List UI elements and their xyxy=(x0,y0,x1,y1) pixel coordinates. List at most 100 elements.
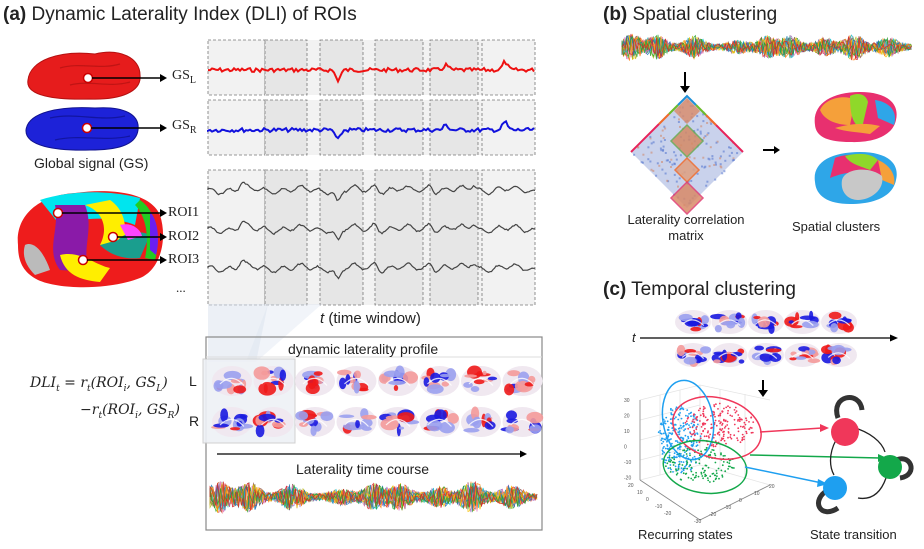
scatter-point xyxy=(661,453,664,455)
scatter-point xyxy=(741,436,744,439)
laterality-brain-map xyxy=(675,343,712,367)
scatter-point xyxy=(690,460,693,463)
scatter-point xyxy=(741,418,743,421)
scatter-point xyxy=(750,427,753,429)
scatter-point xyxy=(702,408,705,411)
scatter-point xyxy=(716,475,718,477)
scatter-point xyxy=(714,474,717,477)
f1a: DLI xyxy=(30,375,57,391)
f2e: , GS xyxy=(137,402,168,418)
matrix-cell xyxy=(696,115,699,118)
time-window-grid xyxy=(207,39,536,306)
scatter-point xyxy=(682,469,685,472)
laterality-brain-map xyxy=(461,406,501,437)
matrix-cell xyxy=(649,137,652,140)
scatter-point xyxy=(680,461,683,463)
laterality-brain-map xyxy=(419,366,460,396)
scatter-point xyxy=(718,477,720,480)
matrix-cell xyxy=(702,120,705,123)
scatter-point xyxy=(683,467,685,470)
scatter-point xyxy=(745,430,748,433)
scatter-point xyxy=(661,458,664,460)
scatter-point xyxy=(689,468,692,471)
scatter-point xyxy=(724,420,727,422)
scatter-point xyxy=(670,438,672,440)
scatter-point xyxy=(722,461,725,463)
scatter-point xyxy=(721,410,724,412)
scatter-point xyxy=(686,461,689,464)
scatter-point xyxy=(699,414,702,417)
scatter-point xyxy=(680,467,683,470)
x-tick-label: -20 xyxy=(709,512,716,518)
scatter-point xyxy=(704,469,706,472)
scatter-point xyxy=(719,413,721,415)
scatter-point xyxy=(689,432,692,435)
scatter-point xyxy=(687,435,689,438)
matrix-cell xyxy=(652,141,655,144)
row-right-label: R xyxy=(189,413,200,429)
time-window xyxy=(207,99,266,156)
laterality-brain-map xyxy=(252,407,294,438)
matrix-cell xyxy=(662,137,665,139)
scatter-point xyxy=(676,440,678,442)
laterality-brain-map xyxy=(295,407,335,437)
scatter-point xyxy=(667,434,670,436)
gs-left-label: GSL xyxy=(172,68,196,86)
scatter-point xyxy=(698,462,701,465)
scatter-point xyxy=(675,406,678,409)
f1b: t xyxy=(56,383,60,394)
matrix-cell xyxy=(705,142,708,145)
scatter-point xyxy=(731,415,733,417)
laterality-brain-map xyxy=(821,343,857,367)
scatter-point xyxy=(690,411,693,414)
scatter-point xyxy=(659,430,661,432)
scatter-point xyxy=(709,481,711,483)
scatter-point xyxy=(741,433,744,436)
time-window xyxy=(207,169,266,306)
z-tick-label: 0 xyxy=(624,445,627,451)
matrix-cell xyxy=(700,125,703,128)
scatter-point xyxy=(730,437,733,440)
scatter-point xyxy=(729,433,732,436)
scatter-point xyxy=(725,442,727,445)
matrix-cell xyxy=(693,157,696,160)
gs-left-text: GS xyxy=(172,68,190,83)
scatter-point xyxy=(714,454,717,457)
scatter-point xyxy=(734,406,737,409)
matrix-cell xyxy=(708,158,711,161)
scatter-point xyxy=(669,467,672,469)
time-course-line xyxy=(621,35,912,61)
scatter-point xyxy=(709,475,712,478)
scatter-point xyxy=(684,465,686,468)
matrix-cell xyxy=(660,140,663,143)
scatter-point xyxy=(675,456,678,459)
matrix-cell xyxy=(660,149,663,152)
scatter-point xyxy=(696,425,698,428)
matrix-cell xyxy=(730,151,733,154)
scatter-point xyxy=(684,421,687,424)
matrix-cell xyxy=(723,170,726,173)
matrix-cell xyxy=(640,161,643,164)
scatter-point xyxy=(687,415,689,418)
matrix-cell xyxy=(688,156,691,159)
scatter-point xyxy=(665,459,668,462)
scatter-point xyxy=(712,480,715,483)
scatter-point xyxy=(739,441,742,444)
scatter-point xyxy=(677,466,680,468)
laterality-brain-map xyxy=(253,366,294,396)
scatter-point xyxy=(664,447,667,450)
parcellated-brain-icon xyxy=(17,191,164,288)
scatter-point xyxy=(692,442,695,445)
matrix-cell xyxy=(633,153,636,156)
laterality-brain-map xyxy=(784,310,821,334)
laterality-brain-map xyxy=(748,343,784,367)
scatter-point xyxy=(681,437,684,440)
scatter-point xyxy=(715,477,718,480)
gs-right-marker xyxy=(81,122,93,134)
laterality-brain-map xyxy=(378,407,420,437)
scatter-point xyxy=(689,452,691,455)
matrix-cell xyxy=(649,160,652,163)
scatter-point xyxy=(667,426,670,429)
scatter-point xyxy=(666,429,669,431)
